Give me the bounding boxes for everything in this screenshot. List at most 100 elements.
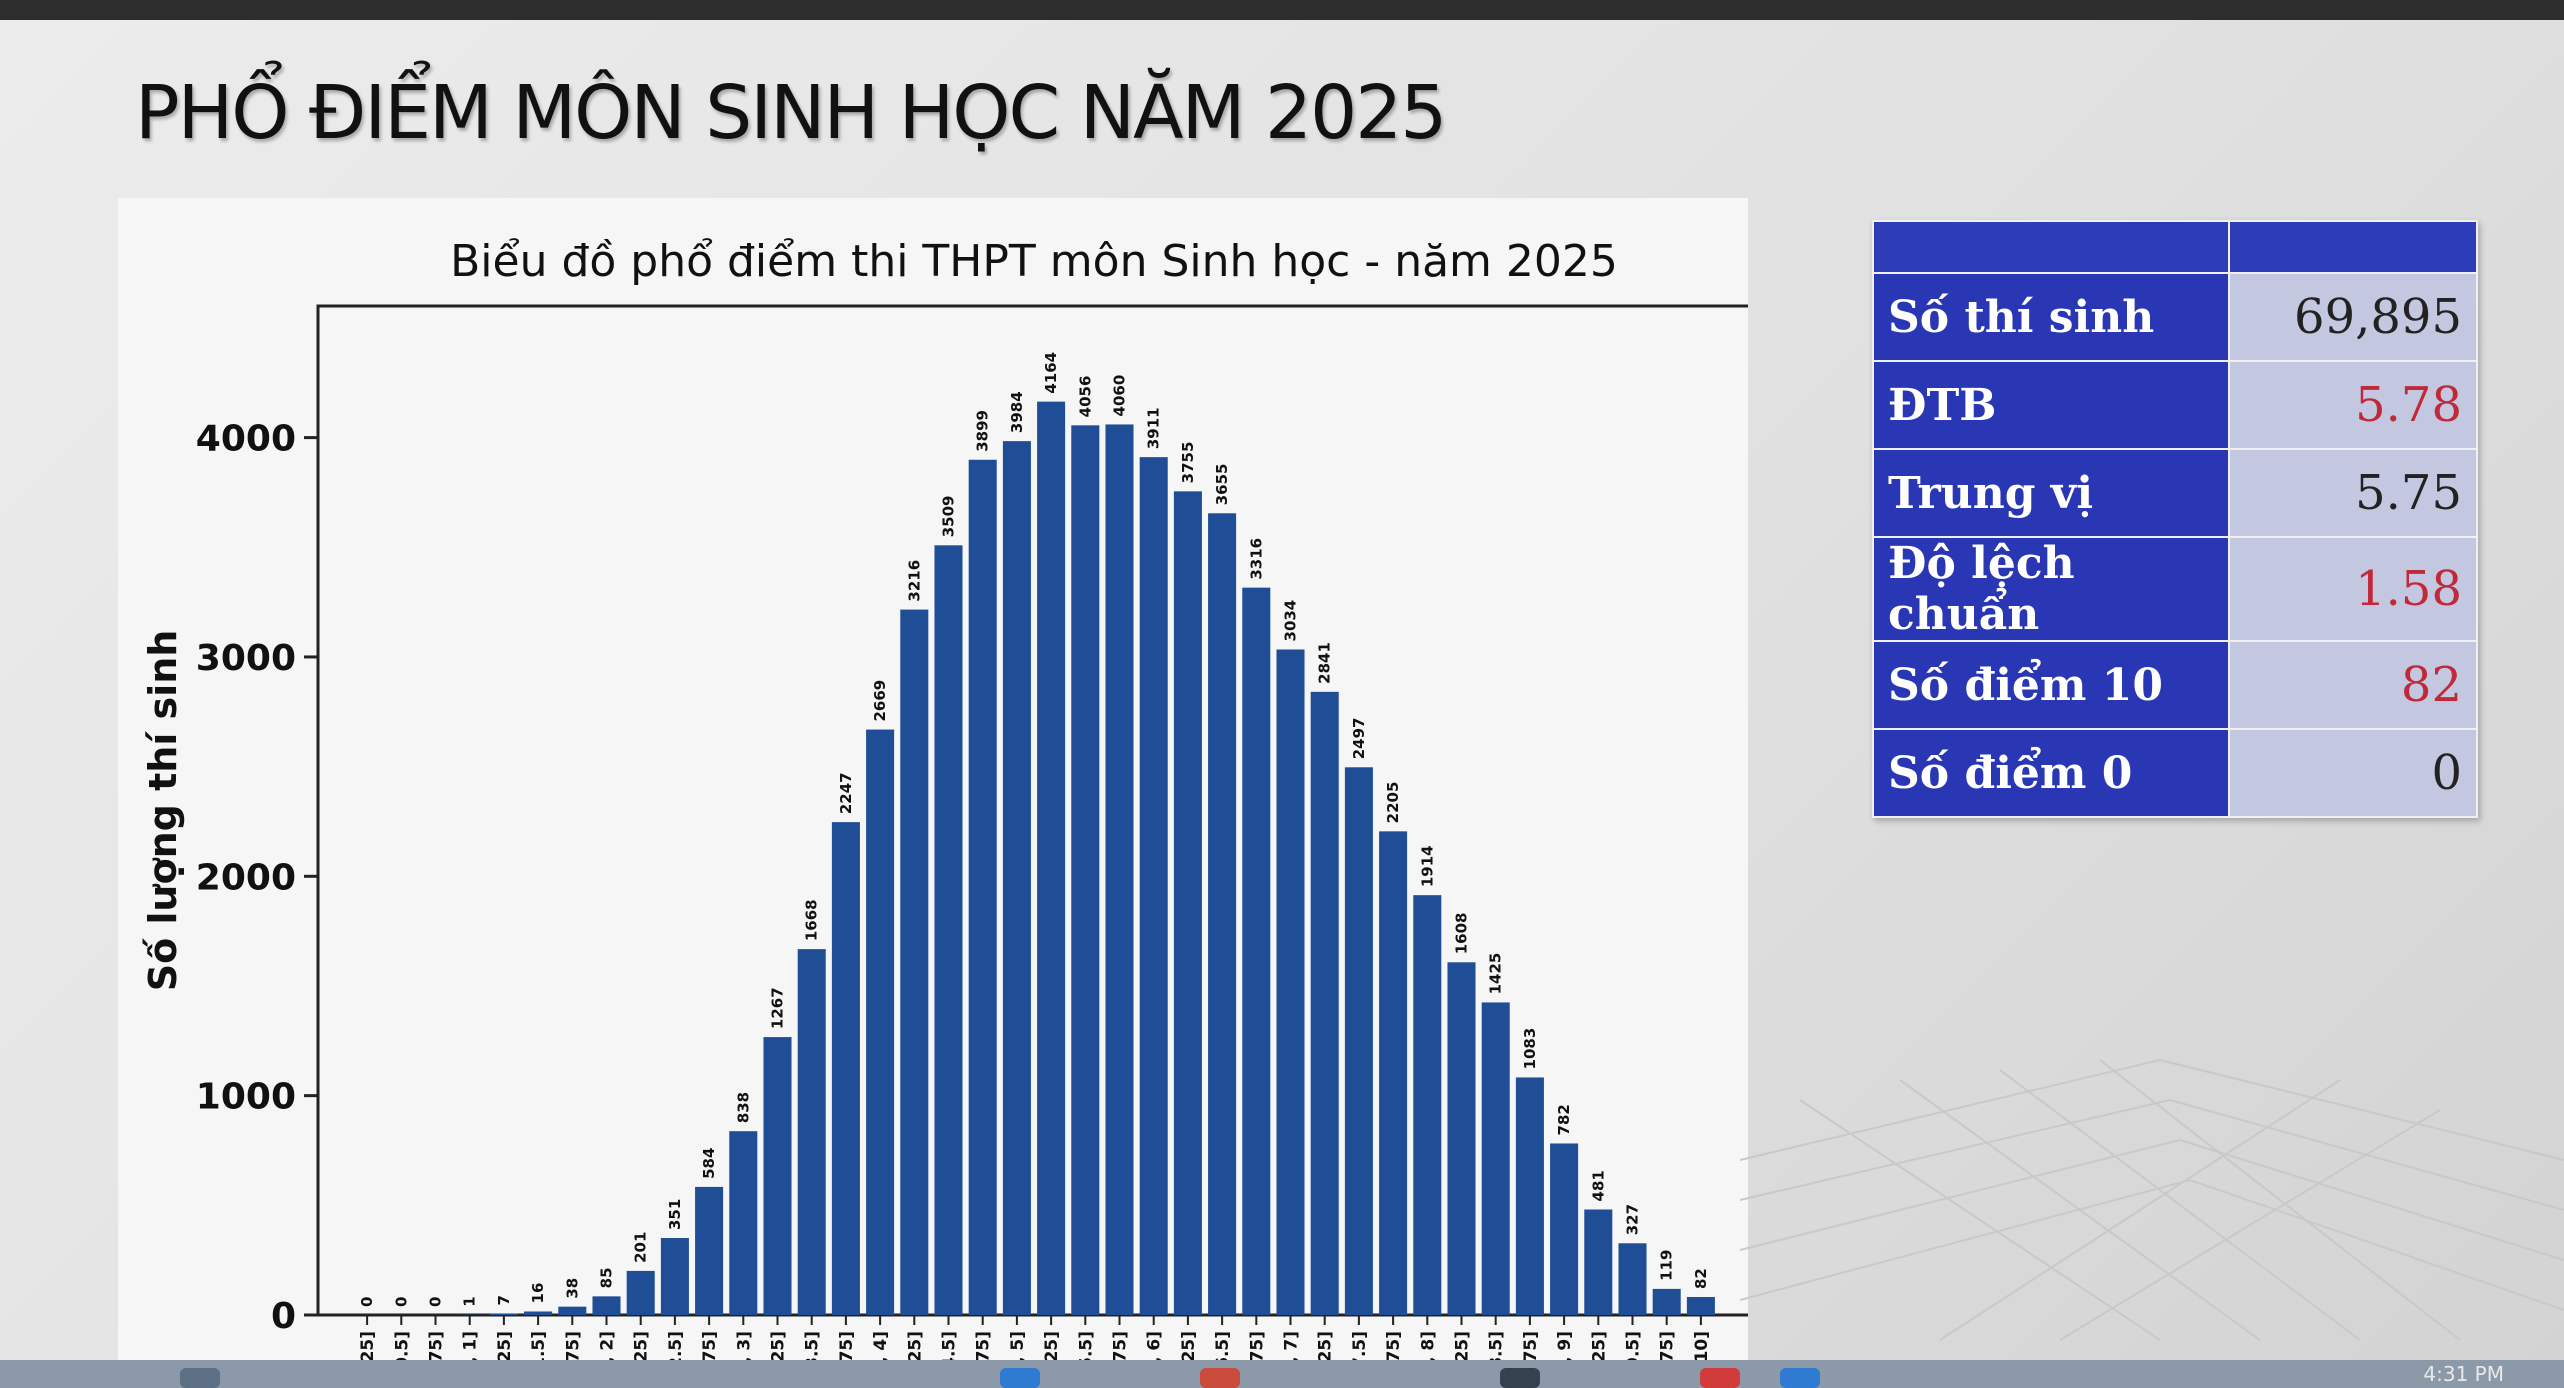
stats-header-label bbox=[1872, 220, 2230, 274]
x-tick-label: , 6.75] bbox=[1247, 1331, 1267, 1360]
bar bbox=[1139, 457, 1168, 1316]
taskbar-app-icon[interactable] bbox=[1500, 1368, 1540, 1388]
x-tick-label: 5, 0.5] bbox=[392, 1331, 412, 1360]
stats-row-average: ĐTB 5.78 bbox=[1872, 360, 2479, 450]
x-tick-label: .75, 6] bbox=[1145, 1331, 1165, 1360]
taskbar-clock: 4:31 PM bbox=[2423, 1362, 2504, 1386]
y-tick-label: 1000 bbox=[196, 1077, 296, 1118]
x-tick-label: , 9.75] bbox=[1658, 1331, 1678, 1360]
x-tick-label: .75, 4] bbox=[871, 1331, 891, 1360]
bar-value-label: 3216 bbox=[905, 560, 923, 602]
bar-value-label: 3755 bbox=[1179, 442, 1197, 484]
taskbar-app-icon[interactable] bbox=[180, 1368, 220, 1388]
x-tick-label: .75, 9] bbox=[1555, 1331, 1575, 1360]
bar-value-label: 1 bbox=[461, 1296, 479, 1306]
stats-label: Độ lệch chuẩn bbox=[1872, 536, 2230, 642]
bar-value-label: 351 bbox=[666, 1199, 684, 1230]
x-tick-label: , 8.25] bbox=[1453, 1331, 1473, 1360]
bar bbox=[1618, 1243, 1647, 1315]
bar-value-label: 2669 bbox=[871, 680, 889, 722]
x-tick-label: , 4.25] bbox=[905, 1331, 925, 1360]
presentation-slide: PHỔ ĐIỂM MÔN SINH HỌC NĂM 2025 Biểu đồ p… bbox=[0, 20, 2564, 1360]
x-tick-label: 75, 1] bbox=[461, 1331, 481, 1360]
chart-svg: Biểu đồ phổ điểm thi THPT môn Sinh học -… bbox=[141, 236, 1748, 1360]
bar bbox=[1071, 425, 1100, 1315]
bar-value-label: 1608 bbox=[1453, 913, 1471, 955]
bar bbox=[1037, 401, 1066, 1316]
bar bbox=[489, 1313, 518, 1315]
x-tick-label: , 6.25] bbox=[1179, 1331, 1199, 1360]
x-tick-label: .75, 2] bbox=[598, 1331, 618, 1360]
stats-label: Số thí sinh bbox=[1872, 272, 2230, 362]
x-tick-label: .75, 5] bbox=[1008, 1331, 1028, 1360]
bar-value-label: 1425 bbox=[1487, 953, 1505, 995]
x-tick-label: , 8.75] bbox=[1521, 1331, 1541, 1360]
x-tick-label: , 2.75] bbox=[700, 1331, 720, 1360]
x-tick-label: 5, 1.5] bbox=[529, 1331, 549, 1360]
bar-value-label: 327 bbox=[1624, 1204, 1642, 1235]
bar-value-label: 201 bbox=[632, 1232, 650, 1263]
bar-value-label: 38 bbox=[563, 1278, 581, 1299]
x-tick-label: 1, 1.25] bbox=[495, 1331, 515, 1360]
taskbar-app-icon[interactable] bbox=[1200, 1368, 1240, 1388]
stats-value: 1.58 bbox=[2227, 536, 2479, 642]
histogram-chart: Biểu đồ phổ điểm thi THPT môn Sinh học -… bbox=[118, 198, 1748, 1360]
stats-header-row bbox=[1872, 220, 2479, 274]
bar bbox=[1344, 767, 1373, 1315]
x-tick-label: .75, 7] bbox=[1282, 1331, 1302, 1360]
taskbar-app-icon[interactable] bbox=[1000, 1368, 1040, 1388]
bar-value-label: 16 bbox=[529, 1283, 547, 1304]
bar bbox=[1686, 1297, 1715, 1315]
bar bbox=[592, 1296, 621, 1315]
bar-value-label: 0 bbox=[427, 1297, 445, 1307]
decorative-floor-grid bbox=[1740, 1058, 2564, 1341]
bar bbox=[1413, 895, 1442, 1315]
slide-title: PHỔ ĐIỂM MÔN SINH HỌC NĂM 2025 bbox=[135, 70, 1447, 156]
taskbar-app-icon[interactable] bbox=[1780, 1368, 1820, 1388]
x-tick-label: , 9.25] bbox=[1589, 1331, 1609, 1360]
bar-value-label: 481 bbox=[1589, 1170, 1607, 1201]
bar-value-label: 85 bbox=[598, 1267, 616, 1288]
bar-value-label: 3034 bbox=[1282, 600, 1300, 642]
bar bbox=[524, 1311, 553, 1315]
y-axis-title: Số lượng thí sinh bbox=[141, 630, 185, 992]
x-tick-label: 5, 2.5] bbox=[666, 1331, 686, 1360]
stats-label: Số điểm 10 bbox=[1872, 640, 2230, 730]
statistics-table: Số thí sinh 69,895 ĐTB 5.78 Trung vị 5.7… bbox=[1872, 220, 2479, 818]
bar-value-label: 3899 bbox=[974, 410, 992, 452]
bar bbox=[695, 1186, 724, 1315]
bar-value-label: 4056 bbox=[1076, 376, 1094, 418]
x-tick-label: , 5.25] bbox=[1042, 1331, 1062, 1360]
x-tick-label: 5, 7.5] bbox=[1350, 1331, 1370, 1360]
bar bbox=[763, 1037, 792, 1315]
x-tick-label: , 5.75] bbox=[1111, 1331, 1131, 1360]
stats-value: 5.78 bbox=[2227, 360, 2479, 450]
bar-value-label: 3655 bbox=[1213, 464, 1231, 506]
monitor-top-bezel bbox=[0, 0, 2564, 20]
bar bbox=[660, 1238, 689, 1315]
bar bbox=[1550, 1143, 1579, 1315]
x-tick-label: , 0.25] bbox=[358, 1331, 378, 1360]
bar bbox=[1276, 649, 1305, 1315]
x-tick-label: 5, 5.5] bbox=[1076, 1331, 1096, 1360]
bar-value-label: 2247 bbox=[837, 772, 855, 814]
x-tick-label: 5, 9.5] bbox=[1624, 1331, 1644, 1360]
taskbar-app-icon[interactable] bbox=[1700, 1368, 1740, 1388]
taskbar: 4:31 PM bbox=[0, 1360, 2564, 1388]
bar-value-label: 3911 bbox=[1145, 407, 1163, 449]
stats-row-score-10: Số điểm 10 82 bbox=[1872, 640, 2479, 730]
x-tick-label: 75, 10] bbox=[1692, 1331, 1712, 1360]
x-tick-label: , 0.75] bbox=[427, 1331, 447, 1360]
x-tick-label: , 7.75] bbox=[1384, 1331, 1404, 1360]
bar bbox=[968, 459, 997, 1315]
bar bbox=[831, 822, 860, 1315]
y-tick-label: 0 bbox=[271, 1296, 296, 1337]
bar bbox=[729, 1131, 758, 1315]
x-tick-label: 5, 4.5] bbox=[940, 1331, 960, 1360]
x-tick-label: .75, 8] bbox=[1418, 1331, 1438, 1360]
bar-value-label: 584 bbox=[700, 1148, 718, 1179]
bar bbox=[558, 1306, 587, 1315]
stats-label: Trung vị bbox=[1872, 448, 2230, 538]
bar-value-label: 1668 bbox=[803, 899, 821, 941]
bar bbox=[1481, 1002, 1510, 1315]
